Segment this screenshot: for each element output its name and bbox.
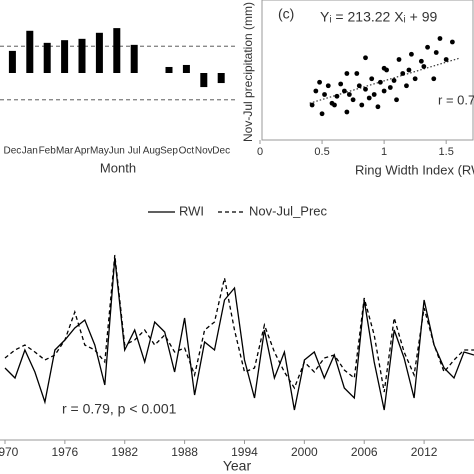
bar xyxy=(26,30,34,73)
x-tick-label: Jan xyxy=(22,146,38,157)
scatter-point xyxy=(437,36,443,41)
scatter-point xyxy=(332,102,337,108)
x-tick-label: Mar xyxy=(56,146,74,157)
scatter-point xyxy=(354,71,360,76)
equation: Yᵢ = 213.22 Xᵢ + 99 xyxy=(320,9,437,25)
series-line xyxy=(4,257,474,411)
x-tick-label: Sep xyxy=(160,146,178,157)
scatter-point xyxy=(375,104,381,110)
x-tick-label: 0.5 xyxy=(314,146,329,158)
scatter-point xyxy=(396,57,402,62)
scatter-point xyxy=(433,50,439,55)
scatter-point xyxy=(418,58,424,64)
x-tick-label: 1970 xyxy=(0,445,19,459)
scatter-point xyxy=(322,92,327,97)
x-tick-label: Jul xyxy=(128,146,141,157)
x-tick-label: 2000 xyxy=(291,445,318,459)
x-tick-label: Dec xyxy=(4,146,22,157)
x-axis-label: Month xyxy=(100,160,136,175)
scatter-point xyxy=(309,102,315,108)
x-tick-label: 1994 xyxy=(231,445,258,459)
x-axis-label: Ring Width Index (RW xyxy=(355,162,474,177)
scatter-point xyxy=(363,55,368,61)
bar xyxy=(182,64,190,73)
x-tick-label: 1982 xyxy=(111,445,138,459)
x-tick-label: 2012 xyxy=(411,445,438,459)
annotation: r = 0.79, p < 0.001 xyxy=(62,401,177,417)
bar xyxy=(61,40,69,73)
x-tick-label: Apr xyxy=(74,146,90,157)
bar xyxy=(78,38,86,73)
bar xyxy=(8,50,16,73)
scatter-point xyxy=(363,86,368,92)
bar xyxy=(200,73,208,88)
scatter-point xyxy=(431,76,437,82)
x-tick-label: 1988 xyxy=(171,445,198,459)
series-line xyxy=(4,254,474,393)
trendline xyxy=(309,57,459,104)
legend-label: Nov-Jul_Prec xyxy=(249,203,328,218)
x-tick-label: Nov xyxy=(195,146,213,157)
scatter-point xyxy=(346,92,352,97)
bar xyxy=(95,32,103,73)
scatter-point xyxy=(412,76,418,82)
scatter-point xyxy=(421,64,427,69)
scatter-point xyxy=(449,39,455,45)
scatter-point xyxy=(425,44,430,50)
x-tick-label: 0 xyxy=(257,146,263,158)
scatter-point xyxy=(443,57,449,62)
scatter-point xyxy=(344,109,350,115)
scatter-point xyxy=(381,88,387,94)
scatter-point xyxy=(342,88,347,94)
scatter-point xyxy=(369,76,375,82)
bar xyxy=(130,44,138,73)
plot-frame xyxy=(261,0,474,141)
x-tick-label: Dec xyxy=(212,146,230,157)
scatter-point xyxy=(356,83,362,89)
scatter-point xyxy=(371,92,377,97)
x-axis-label: Year xyxy=(223,458,252,474)
x-tick-label: 1.5 xyxy=(439,146,454,158)
x-tick-label: 2006 xyxy=(351,445,378,459)
legend-label: RWI xyxy=(179,203,204,218)
scatter-point xyxy=(325,83,331,89)
scatter-point xyxy=(406,67,412,73)
scatter-point xyxy=(404,83,409,89)
scatter-point xyxy=(394,97,399,103)
scatter-point xyxy=(313,88,319,94)
scatter-point xyxy=(377,79,383,85)
x-tick-label: Oct xyxy=(179,146,195,157)
scatter-point xyxy=(334,93,340,99)
scatter-point xyxy=(366,95,372,101)
scatter-point xyxy=(400,71,406,76)
scatter-point xyxy=(391,78,397,83)
x-tick-label: 1 xyxy=(381,146,387,158)
scatter-point xyxy=(350,97,356,103)
x-tick-label: Aug xyxy=(143,146,161,157)
x-tick-label: May xyxy=(90,146,109,157)
scatter-point xyxy=(359,102,365,108)
scatter-point xyxy=(409,51,414,57)
bar xyxy=(113,28,121,73)
x-tick-label: Feb xyxy=(39,146,57,157)
scatter-point xyxy=(387,85,393,90)
bar xyxy=(43,42,51,73)
panel-label: (c) xyxy=(278,6,294,22)
y-axis-label: Nov-Jul precipitation (mm) xyxy=(241,2,255,142)
bar xyxy=(165,66,173,73)
scatter-point xyxy=(381,65,387,71)
scatter-point xyxy=(317,79,322,85)
scatter-point xyxy=(338,81,344,87)
bar xyxy=(217,73,225,84)
scatter-point xyxy=(319,111,325,117)
r-label: r = 0.7 xyxy=(438,92,474,107)
x-tick-label: Jun xyxy=(109,146,125,157)
x-tick-label: 1976 xyxy=(52,445,79,459)
scatter-point xyxy=(344,71,350,76)
